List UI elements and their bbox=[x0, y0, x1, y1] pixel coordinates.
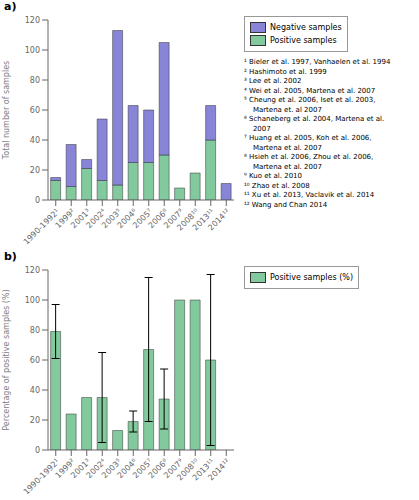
svg-text:2001³: 2001³ bbox=[69, 457, 93, 481]
svg-text:1999²: 1999² bbox=[53, 207, 77, 231]
svg-text:2002⁴: 2002⁴ bbox=[84, 457, 108, 481]
svg-text:40: 40 bbox=[30, 136, 40, 145]
html-text:⁶ Schaneberg et al. 2004, Mart: ⁶ Schaneberg et al. 2004, Martena et al. bbox=[244, 115, 385, 123]
svg-text:2014¹²: 2014¹² bbox=[206, 457, 231, 482]
html-text:¹ Bieler et al. 1997, Vanhaele: ¹ Bieler et al. 1997, Vanhaelen et al. 1… bbox=[244, 58, 391, 66]
svg-text:2013¹¹: 2013¹¹ bbox=[190, 207, 217, 233]
svg-text:120: 120 bbox=[25, 16, 40, 25]
svg-text:2008¹⁰: 2008¹⁰ bbox=[175, 457, 201, 483]
html-text:¹¹ Xu et al. 2013, Vaclavik et: ¹¹ Xu et al. 2013, Vaclavik et al. 2014 bbox=[244, 191, 375, 199]
svg-text:2006⁸: 2006⁸ bbox=[146, 207, 170, 231]
svg-text:2014¹²: 2014¹² bbox=[206, 207, 231, 232]
html-text:¹⁰ Zhao et al. 2008: ¹⁰ Zhao et al. 2008 bbox=[244, 181, 310, 190]
svg-text:1990-1992¹: 1990-1992¹ bbox=[22, 457, 61, 496]
svg-text:100: 100 bbox=[25, 296, 40, 305]
html-text:⁸ Hsieh et al. 2006, Zhou et a: ⁸ Hsieh et al. 2006, Zhou et al. 2006, bbox=[244, 153, 374, 161]
svg-text:2013¹¹: 2013¹¹ bbox=[190, 457, 217, 483]
svg-text:Percentage of positive samples: Percentage of positive samples (%) bbox=[8, 289, 11, 430]
svg-text:20: 20 bbox=[30, 416, 40, 425]
svg-text:20: 20 bbox=[30, 166, 40, 175]
svg-text:2005⁷: 2005⁷ bbox=[131, 457, 155, 481]
svg-text:2004⁶: 2004⁶ bbox=[115, 457, 139, 481]
svg-text:Total number of samples: Total number of samples bbox=[8, 61, 11, 161]
html-text:Martena et al. 2007: Martena et al. 2007 bbox=[244, 162, 322, 171]
svg-text:2007⁹: 2007⁹ bbox=[162, 457, 186, 481]
html-text:⁵ Cheung et al. 2006, Iset et: ⁵ Cheung et al. 2006, Iset et al. 2003, bbox=[244, 96, 376, 104]
svg-text:60: 60 bbox=[30, 356, 40, 365]
svg-text:0: 0 bbox=[35, 446, 40, 455]
svg-text:120: 120 bbox=[25, 266, 40, 275]
svg-text:2004⁶: 2004⁶ bbox=[115, 207, 139, 231]
svg-text:40: 40 bbox=[30, 386, 40, 395]
html-text:Martena et al. 2007: Martena et al. 2007 bbox=[244, 143, 322, 152]
html-text:a): a) bbox=[4, 0, 17, 13]
svg-text:80: 80 bbox=[30, 326, 40, 335]
html-text:Positive samples: Positive samples bbox=[270, 36, 337, 45]
svg-text:2006⁸: 2006⁸ bbox=[146, 457, 170, 481]
html-text:³ Lee et al. 2002: ³ Lee et al. 2002 bbox=[244, 77, 302, 85]
svg-text:60: 60 bbox=[30, 106, 40, 115]
svg-text:1999²: 1999² bbox=[53, 457, 77, 481]
svg-text:2002⁴: 2002⁴ bbox=[84, 207, 108, 231]
html-text:⁷ Huang et al. 2005, Koh et al: ⁷ Huang et al. 2005, Koh et al. 2006, bbox=[244, 134, 372, 142]
svg-text:2005⁷: 2005⁷ bbox=[131, 207, 155, 231]
html-text:Negative samples: Negative samples bbox=[270, 23, 342, 32]
html-text:⁴ Wei et al. 2005, Martena et: ⁴ Wei et al. 2005, Martena et al. 2007 bbox=[244, 86, 376, 95]
svg-text:100: 100 bbox=[25, 46, 40, 55]
svg-text:0: 0 bbox=[35, 196, 40, 205]
svg-text:2003⁵: 2003⁵ bbox=[100, 457, 124, 481]
html-text:b): b) bbox=[4, 250, 17, 263]
svg-text:2007⁹: 2007⁹ bbox=[162, 207, 186, 231]
html-text:⁹ Kuo et al. 2010: ⁹ Kuo et al. 2010 bbox=[244, 172, 302, 180]
svg-text:2008¹⁰: 2008¹⁰ bbox=[175, 207, 201, 233]
svg-text:2001³: 2001³ bbox=[69, 207, 93, 231]
svg-text:1990-1992¹: 1990-1992¹ bbox=[22, 207, 61, 246]
svg-text:2003⁵: 2003⁵ bbox=[100, 207, 124, 231]
html-text:Positive samples (%): Positive samples (%) bbox=[270, 273, 353, 282]
html-text:Martena et. al 2007: Martena et. al 2007 bbox=[244, 105, 322, 114]
svg-text:80: 80 bbox=[30, 76, 40, 85]
html-text:¹² Wang and Chan 2014: ¹² Wang and Chan 2014 bbox=[244, 200, 328, 209]
html-text:² Hashimoto et al. 1999: ² Hashimoto et al. 1999 bbox=[244, 67, 327, 76]
html-text:2007: 2007 bbox=[244, 124, 271, 133]
